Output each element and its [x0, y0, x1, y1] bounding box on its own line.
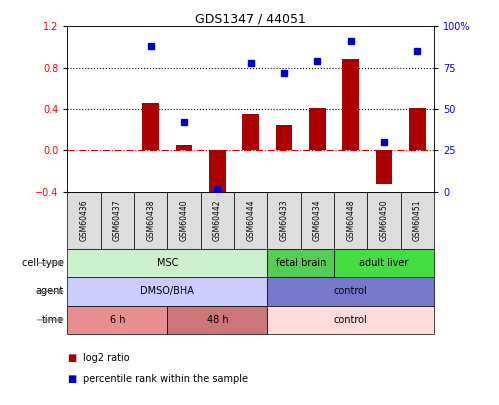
Text: ■: ■ [67, 374, 77, 384]
Text: log2 ratio: log2 ratio [83, 354, 130, 363]
Text: DMSO/BHA: DMSO/BHA [140, 286, 194, 296]
Bar [334, 249, 434, 277]
Bar [101, 192, 134, 249]
Text: MSC: MSC [157, 258, 178, 268]
Bar [401, 192, 434, 249]
Text: agent: agent [35, 286, 64, 296]
Bar [167, 306, 267, 334]
Bar [276, 125, 292, 151]
Bar [334, 192, 367, 249]
Bar [201, 192, 234, 249]
Text: fetal brain: fetal brain [275, 258, 326, 268]
Text: control: control [334, 286, 368, 296]
Text: percentile rank within the sample: percentile rank within the sample [83, 374, 249, 384]
Bar [234, 192, 267, 249]
Bar [342, 60, 359, 151]
Bar [243, 114, 259, 151]
Text: GSM60436: GSM60436 [79, 200, 88, 241]
Text: GSM60451: GSM60451 [413, 200, 422, 241]
Bar [301, 192, 334, 249]
Title: GDS1347 / 44051: GDS1347 / 44051 [195, 12, 306, 25]
Bar [376, 151, 392, 183]
Bar [267, 192, 301, 249]
Bar [167, 192, 201, 249]
Bar [267, 249, 334, 277]
Bar [134, 192, 167, 249]
Bar [176, 145, 193, 151]
Bar [409, 108, 426, 151]
Bar [142, 103, 159, 151]
Bar [67, 306, 167, 334]
Text: cell type: cell type [22, 258, 64, 268]
Text: GSM60433: GSM60433 [279, 200, 288, 241]
Text: control: control [334, 315, 368, 325]
Bar [267, 306, 434, 334]
Text: GSM60434: GSM60434 [313, 200, 322, 241]
Bar [209, 151, 226, 197]
Text: adult liver: adult liver [359, 258, 409, 268]
Text: GSM60450: GSM60450 [380, 200, 389, 241]
Text: ■: ■ [67, 354, 77, 363]
Text: GSM60440: GSM60440 [180, 200, 189, 241]
Bar [367, 192, 401, 249]
Bar [67, 192, 101, 249]
Bar [267, 277, 434, 306]
Bar [309, 108, 326, 151]
Bar [67, 249, 267, 277]
Text: GSM60438: GSM60438 [146, 200, 155, 241]
Text: 6 h: 6 h [110, 315, 125, 325]
Text: GSM60448: GSM60448 [346, 200, 355, 241]
Text: GSM60442: GSM60442 [213, 200, 222, 241]
Text: time: time [41, 315, 64, 325]
Text: GSM60437: GSM60437 [113, 200, 122, 241]
Bar [67, 277, 267, 306]
Text: 48 h: 48 h [207, 315, 228, 325]
Text: GSM60444: GSM60444 [246, 200, 255, 241]
